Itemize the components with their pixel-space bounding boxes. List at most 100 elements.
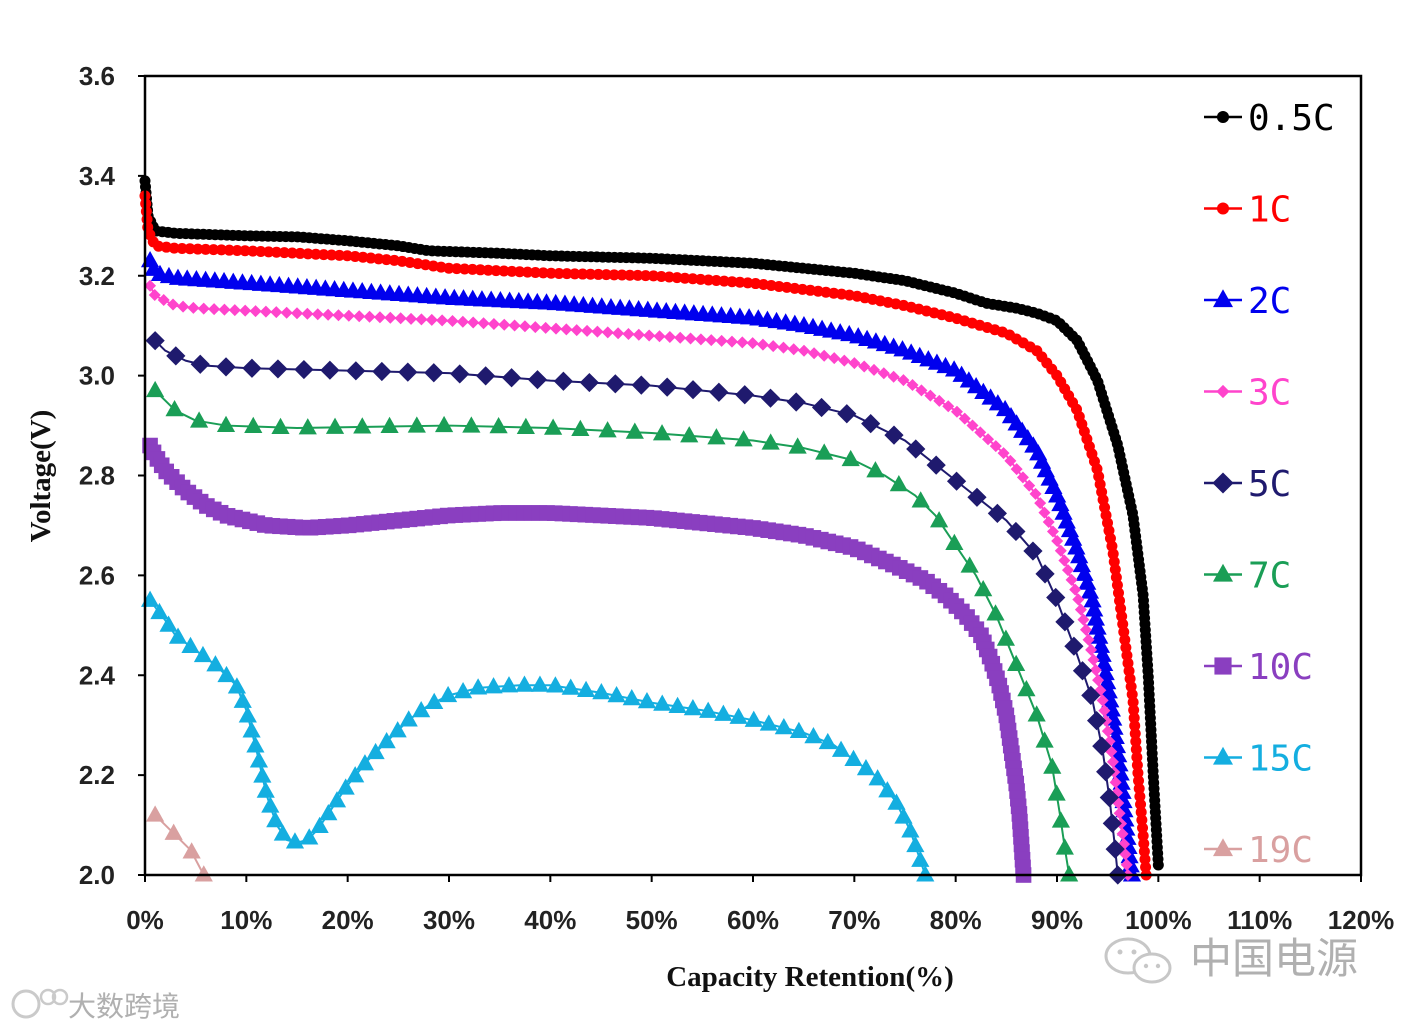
data-point bbox=[218, 303, 231, 316]
data-point bbox=[679, 272, 691, 284]
data-point bbox=[652, 424, 672, 441]
data-point bbox=[1010, 463, 1023, 476]
legend-item-15C: 15C bbox=[1204, 739, 1313, 780]
data-point bbox=[607, 686, 626, 703]
data-point bbox=[353, 417, 372, 434]
data-point bbox=[625, 422, 644, 439]
data-point bbox=[167, 298, 180, 311]
data-point bbox=[576, 680, 596, 698]
data-point bbox=[707, 428, 726, 445]
data-point bbox=[522, 266, 534, 278]
data-point bbox=[168, 627, 188, 644]
data-point bbox=[1051, 811, 1071, 828]
data-point bbox=[550, 322, 563, 335]
x-tick-label: 30% bbox=[423, 905, 475, 935]
x-tick-label: 20% bbox=[322, 905, 374, 935]
x-tick-label: 60% bbox=[727, 905, 779, 935]
data-point bbox=[986, 604, 1005, 621]
data-point bbox=[319, 803, 338, 821]
data-point bbox=[434, 415, 454, 433]
data-point bbox=[320, 360, 340, 380]
data-point bbox=[715, 334, 728, 347]
data-point bbox=[249, 751, 269, 768]
data-point bbox=[663, 271, 675, 283]
data-point bbox=[1128, 712, 1140, 724]
data-point bbox=[640, 270, 652, 282]
data-point bbox=[197, 302, 210, 315]
legend-marker bbox=[1216, 202, 1230, 215]
legend-item-19C: 19C bbox=[1204, 830, 1313, 871]
data-point bbox=[906, 439, 926, 459]
data-point bbox=[529, 267, 541, 279]
data-point bbox=[266, 810, 285, 828]
data-point bbox=[570, 324, 583, 337]
data-point bbox=[474, 264, 486, 276]
data-point bbox=[249, 305, 262, 318]
data-point bbox=[271, 417, 290, 434]
legend-marker bbox=[1214, 657, 1232, 675]
data-point bbox=[530, 675, 550, 692]
data-point bbox=[1130, 736, 1142, 748]
data-point bbox=[848, 357, 861, 370]
data-point bbox=[1096, 663, 1115, 681]
data-point bbox=[916, 865, 935, 882]
data-point bbox=[259, 305, 272, 318]
data-point bbox=[466, 263, 478, 275]
data-point bbox=[263, 246, 275, 258]
data-point bbox=[294, 247, 306, 259]
data-point bbox=[759, 714, 778, 731]
data-point bbox=[1099, 787, 1119, 808]
data-point bbox=[906, 379, 919, 392]
data-point bbox=[818, 732, 837, 750]
data-point bbox=[735, 385, 755, 405]
data-point bbox=[467, 316, 480, 329]
data-point bbox=[655, 270, 667, 282]
data-point bbox=[346, 766, 365, 783]
data-point bbox=[1101, 725, 1114, 738]
data-point bbox=[1042, 516, 1055, 529]
data-point bbox=[1055, 612, 1075, 632]
legend-marker bbox=[1212, 563, 1234, 582]
data-point bbox=[709, 382, 729, 402]
legend-marker bbox=[1212, 838, 1234, 857]
data-point bbox=[702, 274, 714, 286]
watermark-logo-icon bbox=[11, 988, 69, 1019]
data-point bbox=[1029, 487, 1042, 500]
data-point bbox=[459, 263, 471, 275]
wechat-icon bbox=[1104, 937, 1172, 984]
data-point bbox=[1085, 600, 1104, 617]
x-tick-label: 70% bbox=[828, 905, 880, 935]
data-point bbox=[286, 247, 298, 259]
data-point bbox=[242, 721, 261, 738]
data-point bbox=[228, 304, 241, 317]
data-point bbox=[1111, 764, 1130, 781]
data-point bbox=[683, 380, 703, 400]
data-point bbox=[1131, 751, 1143, 763]
data-point bbox=[208, 244, 220, 256]
data-point bbox=[1034, 497, 1047, 510]
data-point bbox=[346, 361, 366, 381]
data-point bbox=[291, 307, 304, 320]
data-point bbox=[415, 313, 428, 326]
data-point bbox=[157, 293, 170, 306]
data-point bbox=[227, 677, 247, 694]
data-point bbox=[451, 263, 463, 275]
data-point bbox=[789, 721, 808, 739]
data-point bbox=[950, 405, 963, 418]
legend-label: 15C bbox=[1248, 739, 1313, 780]
data-point bbox=[280, 306, 293, 319]
data-point bbox=[577, 268, 589, 280]
legend-label: 5C bbox=[1248, 464, 1291, 505]
data-point bbox=[215, 244, 227, 256]
data-point bbox=[506, 265, 518, 277]
data-point bbox=[601, 326, 614, 339]
data-point bbox=[637, 692, 657, 709]
data-point bbox=[544, 418, 563, 435]
data-point bbox=[808, 347, 821, 360]
data-point bbox=[1046, 525, 1059, 538]
data-point bbox=[278, 247, 290, 259]
data-point bbox=[612, 327, 625, 340]
data-point bbox=[767, 340, 780, 353]
data-point bbox=[894, 807, 913, 824]
data-point bbox=[653, 694, 672, 711]
